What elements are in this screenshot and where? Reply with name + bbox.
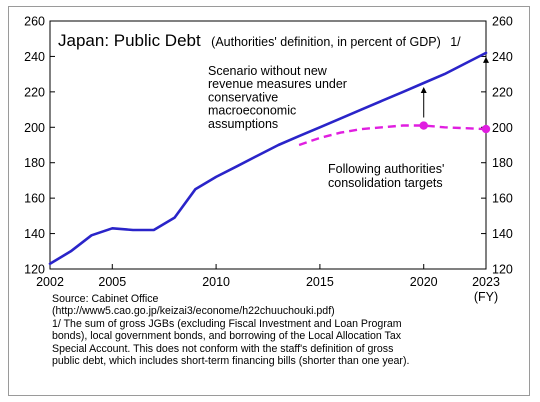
- x-tick-label-5: 2023: [472, 275, 500, 289]
- title-main: Japan: Public Debt: [58, 31, 201, 50]
- chart-frame: [8, 6, 530, 396]
- title-footnote-marker: 1/: [450, 35, 461, 49]
- annotation-scenario-line-1: revenue measures under: [208, 77, 347, 91]
- source-line: Source: Cabinet Office: [52, 293, 159, 305]
- y-tick-label-left-2: 160: [24, 192, 45, 206]
- chart-notes: Source: Cabinet Office (http://www5.cao.…: [52, 293, 522, 367]
- x-tick-label-2: 2010: [202, 275, 230, 289]
- series-marker-1-0: [419, 121, 428, 130]
- y-tick-label-right-7: 260: [492, 15, 513, 29]
- y-tick-label-right-5: 220: [492, 85, 513, 99]
- source-url: (http://www5.cao.go.jp/keizai3/econome/h…: [52, 305, 335, 318]
- series-line-0: [48, 51, 488, 266]
- footnote-line-4: public debt, which includes short-term f…: [52, 355, 410, 368]
- footnote-line-1: 1/ The sum of gross JGBs (excluding Fisc…: [52, 317, 402, 330]
- annotation-consolidation-line-1: consolidation targets: [328, 176, 443, 190]
- y-tick-label-right-3: 180: [492, 156, 513, 170]
- y-tick-label-right-1: 140: [492, 227, 513, 241]
- y-tick-label-left-4: 200: [24, 121, 45, 135]
- y-tick-label-left-5: 220: [24, 85, 45, 99]
- series-line-1: [298, 124, 487, 147]
- axes: [49, 20, 487, 270]
- tick-labels: 120 120 140 140 160 160 180 180 200 200 220 220 240 2…: [24, 15, 513, 305]
- x-unit-label: (FY): [474, 290, 498, 304]
- y-tick-label-right-6: 240: [492, 50, 513, 64]
- y-tick-label-left-7: 260: [24, 15, 45, 29]
- annotation-scenario-line-4: assumptions: [208, 117, 278, 131]
- annotation-scenario-line-0: Scenario without new: [208, 64, 328, 78]
- y-tick-label-right-0: 120: [492, 263, 513, 277]
- x-tick-label-0: 2002: [36, 275, 64, 289]
- series-lines: [48, 51, 491, 266]
- plot-border: [49, 20, 487, 270]
- y-tick-label-right-2: 160: [492, 192, 513, 206]
- y-tick-label-left-3: 180: [24, 156, 45, 170]
- y-tick-label-right-4: 200: [492, 121, 513, 135]
- arrow-head-0: [420, 87, 427, 93]
- x-tick-label-3: 2015: [306, 275, 334, 289]
- y-tick-label-left-6: 240: [24, 50, 45, 64]
- annotation-scenario-line-2: conservative: [208, 90, 278, 104]
- arrow-head-1: [483, 56, 489, 63]
- title-subtitle: (Authorities' definition, in percent of …: [211, 35, 441, 49]
- y-tick-label-left-0: 120: [24, 263, 45, 277]
- x-tick-label-1: 2005: [98, 275, 126, 289]
- chart-title: Japan: Public Debt (Authorities' definit…: [58, 31, 461, 50]
- footnote-line-3: Special Account. This does not conform w…: [52, 342, 394, 355]
- annotation-scenario-line-3: macroeconomic: [208, 104, 296, 118]
- annotation-consolidation-line-0: Following authorities': [328, 162, 444, 176]
- footnote-line-2: bonds), local government bonds, and borr…: [52, 330, 402, 343]
- y-tick-label-left-1: 140: [24, 227, 45, 241]
- series-marker-1-1: [481, 124, 491, 134]
- x-tick-label-4: 2020: [410, 275, 438, 289]
